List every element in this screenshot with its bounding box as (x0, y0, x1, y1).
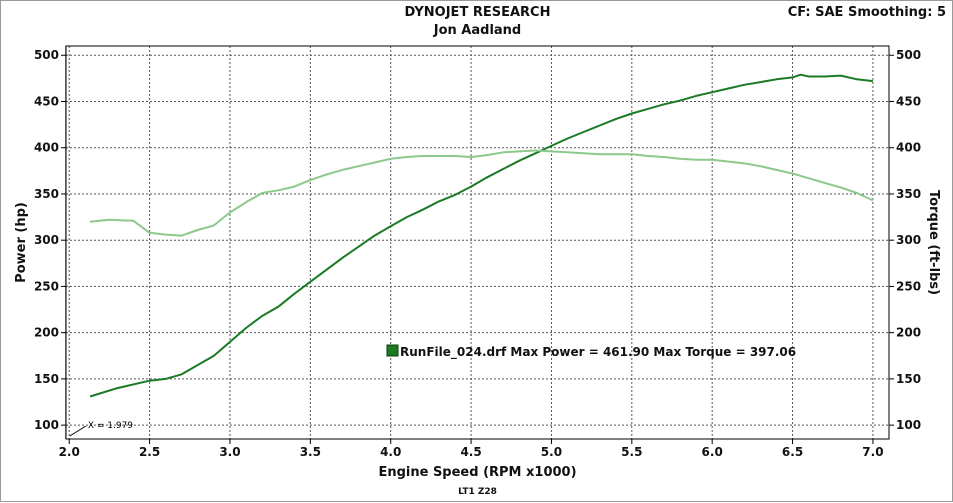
x-tick-label: 4.0 (380, 445, 401, 459)
run-label: LT1 Z28 (458, 487, 497, 497)
x-tick-label: 2.0 (59, 445, 80, 459)
y-tick-label-left: 350 (34, 187, 59, 201)
y-tick-label-right: 350 (896, 187, 921, 201)
x-tick-label: 5.5 (621, 445, 642, 459)
x-tick-label: 6.0 (702, 445, 723, 459)
y-tick-label-right: 400 (896, 141, 921, 155)
x-tick-label: 3.0 (219, 445, 240, 459)
y-tick-label-left: 450 (34, 94, 59, 108)
y-tick-label-right: 450 (896, 94, 921, 108)
legend-text: RunFile_024.drf Max Power = 461.90 Max T… (400, 345, 796, 360)
legend-swatch[interactable] (386, 344, 399, 357)
x-tick-label: 2.5 (139, 445, 160, 459)
x-axis-label: Engine Speed (RPM x1000) (378, 465, 576, 480)
y-tick-label-right: 500 (896, 48, 921, 62)
cursor-pointer (69, 425, 87, 437)
x-tick-label: 6.5 (782, 445, 803, 459)
y-tick-label-left: 150 (34, 372, 59, 386)
chart-subtitle: Jon Aadland (433, 23, 522, 38)
x-tick-label: 4.5 (460, 445, 481, 459)
y-axis-label-power: Power (hp) (14, 202, 29, 283)
tick-label-layer: 2.0 2.5 3.0 3.5 4.0 4.5 5.0 5.5 6.0 6.5 7.0 500 500 4… (34, 48, 921, 459)
series-layer (89, 73, 874, 398)
y-tick-label-right: 300 (896, 233, 921, 247)
y-tick-label-right: 250 (896, 279, 921, 293)
correction-smoothing-settings: CF: SAE Smoothing: 5 (787, 5, 946, 20)
y-tick-label-right: 100 (896, 418, 921, 432)
x-tick-label: 7.0 (862, 445, 883, 459)
y-tick-label-left: 500 (34, 48, 59, 62)
series-line-torque (90, 149, 874, 237)
y-tick-label-right: 150 (896, 372, 921, 386)
grid-layer (61, 46, 894, 444)
y-tick-label-right: 200 (896, 326, 921, 340)
plot-frame (65, 45, 890, 440)
y-tick-label-left: 250 (34, 279, 59, 293)
y-tick-label-left: 200 (34, 326, 59, 340)
x-tick-label: 3.5 (300, 445, 321, 459)
cursor-readout: X = 1.979 (88, 421, 133, 431)
x-tick-label: 5.0 (541, 445, 562, 459)
series-line-power (89, 73, 874, 398)
y-axis-label-torque: Torque (ft-lbs) (926, 190, 941, 295)
y-tick-label-left: 400 (34, 141, 59, 155)
y-tick-label-left: 100 (34, 418, 59, 432)
y-tick-label-left: 300 (34, 233, 59, 247)
chart-title: DYNOJET RESEARCH (404, 5, 551, 20)
